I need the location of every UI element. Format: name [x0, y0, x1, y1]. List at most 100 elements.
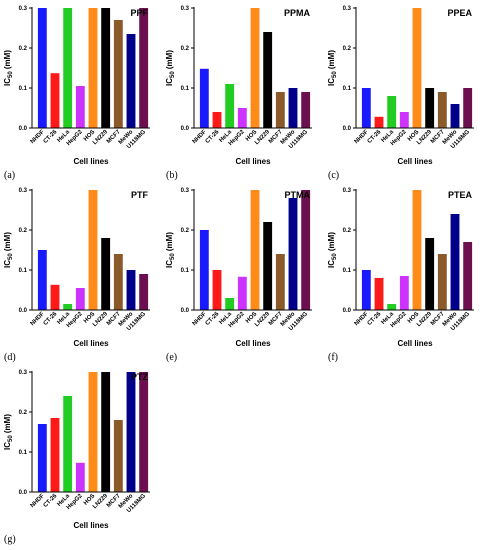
- bar-nhdf: [37, 424, 47, 492]
- y-tick-label: 0.0: [19, 308, 28, 314]
- bar-u118mg: [301, 190, 311, 310]
- x-axis-title: Cell lines: [73, 339, 109, 348]
- y-tick-label: 0.2: [343, 228, 352, 234]
- chart-title: PTMA: [285, 190, 311, 200]
- bar-ct-26: [374, 116, 384, 128]
- bar-ct-26: [374, 278, 384, 310]
- bar-hela: [387, 96, 397, 128]
- bar-u118mg: [139, 8, 149, 128]
- chart-title: PPEA: [447, 8, 472, 18]
- y-axis-title: IC50 (mM): [165, 50, 176, 86]
- x-tick-label: CT-26: [367, 311, 383, 327]
- bar-u118mg: [463, 242, 473, 310]
- bar-mewo: [288, 198, 298, 310]
- y-tick-label: 0.2: [343, 46, 352, 52]
- bar-mcf7: [437, 92, 447, 128]
- y-tick-label: 0.2: [181, 46, 190, 52]
- y-tick-label: 0.1: [181, 86, 190, 92]
- x-tick-label: LN229: [92, 129, 109, 146]
- bar-hela: [63, 8, 73, 128]
- y-tick-label: 0.3: [19, 6, 28, 12]
- bar-mewo: [450, 214, 460, 310]
- x-axis-title: Cell lines: [73, 157, 109, 166]
- y-tick-label: 0.0: [19, 490, 28, 496]
- bar-ct-26: [212, 112, 222, 128]
- y-tick-label: 0.0: [343, 126, 352, 132]
- bar-hos: [250, 8, 260, 128]
- x-axis-title: Cell lines: [397, 157, 433, 166]
- y-tick-label: 0.3: [181, 188, 190, 194]
- y-axis-title: IC50 (mM): [327, 232, 338, 268]
- bar-hepg2: [75, 462, 85, 492]
- bar-hepg2: [399, 112, 409, 128]
- bar-hos: [88, 8, 98, 128]
- chart-panel: 0.0 0.1 0.2 0.3 NHDF CT-26 HeLa HepG2 HOS LN229 MC…: [0, 364, 160, 545]
- x-tick-label: CT-26: [205, 311, 221, 327]
- y-axis-title: IC50 (mM): [165, 232, 176, 268]
- x-tick-label: CT-26: [43, 493, 59, 509]
- chart-panel: 0.0 0.1 0.2 0.3 NHDF CT-26 HeLa HepG2 HOS LN229 MC…: [324, 182, 484, 363]
- bar-mewo: [126, 372, 136, 492]
- bar-hepg2: [75, 288, 85, 310]
- bar-hos: [88, 190, 98, 310]
- y-tick-label: 0.2: [181, 228, 190, 234]
- bar-hela: [63, 396, 73, 492]
- bar-nhdf: [361, 88, 371, 128]
- y-tick-label: 0.1: [181, 268, 190, 274]
- subfigure-label: (g): [4, 534, 16, 545]
- bar-ct-26: [50, 73, 60, 128]
- bar-nhdf: [361, 270, 371, 310]
- chart-title: PTZ: [131, 372, 149, 382]
- bar-nhdf: [199, 230, 209, 310]
- bar-ct-26: [212, 270, 222, 310]
- bar-mcf7: [113, 20, 123, 128]
- x-tick-label: LN229: [92, 311, 109, 328]
- y-tick-label: 0.3: [19, 370, 28, 376]
- x-axis-title: Cell lines: [397, 339, 433, 348]
- bar-mewo: [126, 270, 136, 310]
- bar-ln229: [263, 222, 273, 310]
- y-tick-label: 0.3: [181, 6, 190, 12]
- bar-u118mg: [463, 88, 473, 128]
- bar-mcf7: [113, 254, 123, 310]
- bar-hela: [225, 84, 235, 128]
- x-tick-label: LN229: [254, 129, 271, 146]
- subfigure-label: (a): [4, 170, 15, 181]
- y-axis-title: IC50 (mM): [3, 414, 14, 450]
- subfigure-label: (e): [166, 352, 177, 363]
- y-tick-label: 0.1: [19, 86, 28, 92]
- y-tick-label: 0.1: [19, 450, 28, 456]
- x-tick-label: LN229: [416, 129, 433, 146]
- bar-mewo: [126, 34, 136, 128]
- chart-panel: 0.0 0.1 0.2 0.3 NHDF CT-26 HeLa HepG2 HOS LN229 MC…: [162, 0, 322, 181]
- bar-hos: [412, 190, 422, 310]
- y-tick-label: 0.3: [343, 6, 352, 12]
- y-tick-label: 0.1: [343, 86, 352, 92]
- chart-panel: 0.0 0.1 0.2 0.3 NHDF CT-26 HeLa HepG2 HOS LN229 MC…: [0, 0, 160, 181]
- x-tick-label: CT-26: [367, 129, 383, 145]
- x-axis-title: Cell lines: [235, 339, 271, 348]
- bar-hela: [63, 304, 73, 310]
- bar-ln229: [101, 238, 111, 310]
- bar-ln229: [101, 8, 111, 128]
- bar-u118mg: [139, 372, 149, 492]
- y-tick-label: 0.1: [343, 268, 352, 274]
- chart-panel: 0.0 0.1 0.2 0.3 NHDF CT-26 HeLa HepG2 HOS LN229 MC…: [162, 182, 322, 363]
- subfigure-label: (f): [328, 352, 338, 363]
- y-axis-title: IC50 (mM): [3, 232, 14, 268]
- x-tick-label: LN229: [416, 311, 433, 328]
- subfigure-label: (b): [166, 170, 178, 181]
- y-axis-title: IC50 (mM): [3, 50, 14, 86]
- bar-ct-26: [50, 284, 60, 310]
- chart-title: PTF: [131, 190, 149, 200]
- bar-ct-26: [50, 418, 60, 492]
- bar-nhdf: [37, 250, 47, 310]
- bar-mewo: [450, 104, 460, 128]
